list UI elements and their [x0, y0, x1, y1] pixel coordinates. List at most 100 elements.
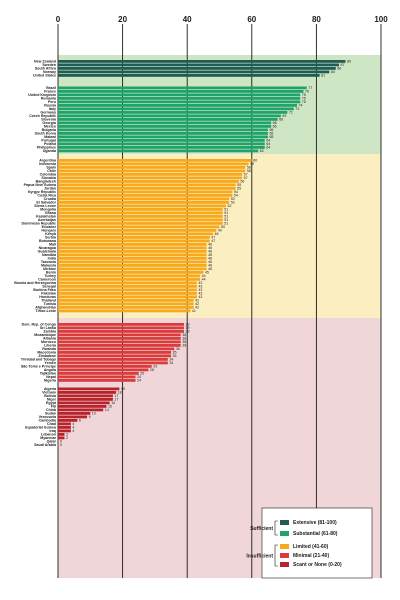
- label-bangladesh: Bangladesh: [36, 180, 56, 184]
- label-pakistan: Pakistan: [41, 292, 56, 296]
- label-saudi-arabia: Saudi Arabia: [34, 443, 57, 447]
- bar-south-korea: [58, 132, 268, 135]
- value-jordan: 55: [237, 187, 241, 191]
- label-slovakia: Slovakia: [41, 176, 57, 180]
- label-burkina-faso: Burkina Faso: [33, 288, 57, 292]
- value-afghanistan: 42: [195, 306, 199, 310]
- label-myanmar: Myanmar: [40, 436, 56, 440]
- bar-dominican-republic: [58, 222, 223, 225]
- value-ghana: 51: [224, 211, 228, 215]
- label-niger: Niger: [47, 398, 57, 402]
- label-papua-new-guinea: Papua New Guinea: [24, 183, 57, 187]
- label-sao-tome-e-principe: São Tomé e Príncipe: [21, 365, 56, 369]
- value-benin: 45: [205, 271, 209, 275]
- legend-bracket-sufficient: [274, 520, 278, 536]
- label-united-states: United States: [33, 74, 56, 78]
- value-tunisia: 42: [195, 302, 199, 306]
- label-colombia: Colombia: [40, 173, 57, 177]
- label-guatemala: Guatemala: [38, 250, 57, 254]
- label-nicaragua: Nicaragua: [39, 246, 57, 250]
- label-kazakhstan: Kazakhstan: [36, 215, 56, 219]
- legend-label-extensive-81-100: Extensive (81-100): [293, 520, 337, 526]
- bar-macedonia: [58, 351, 172, 354]
- bar-angola: [58, 368, 149, 372]
- label-czech-republic: Czech Republic: [29, 114, 56, 118]
- bar-vietnam: [58, 391, 117, 394]
- label-nigeria: Nigeria: [44, 379, 57, 383]
- bar-azerbaijan: [58, 218, 223, 222]
- value-labels: 8987868481777675757574737169686666656565…: [60, 60, 351, 448]
- bar-jordan: [58, 187, 236, 190]
- bar-mongolia: [58, 208, 223, 211]
- value-kenya: 48: [215, 232, 219, 236]
- label-georgia: Georgia: [42, 121, 57, 125]
- bar-namibia: [58, 253, 207, 257]
- value-egypt: 16: [111, 401, 115, 405]
- label-venezuela: Venezuela: [39, 415, 57, 419]
- value-germany: 71: [289, 111, 293, 115]
- value-dominican-republic: 51: [224, 222, 228, 226]
- bar-afghanistan: [58, 306, 194, 309]
- label-azerbaijan: Azerbaijan: [38, 218, 56, 222]
- legend-label-limited-41-60: Limited (41-60): [293, 544, 329, 550]
- label-tunisia: Tunisia: [44, 302, 57, 306]
- label-china: China: [46, 408, 57, 412]
- bar-lebanon: [58, 433, 65, 436]
- bar-cameroon: [58, 278, 201, 281]
- label-afghanistan: Afghanistan: [35, 306, 56, 310]
- bar-bulgaria: [58, 128, 268, 132]
- value-united-kingdom: 75: [302, 93, 306, 97]
- label-fiji: Fiji: [51, 405, 56, 409]
- legend-bracket-insufficient: [274, 544, 278, 567]
- bar-united-states: [58, 74, 320, 77]
- bar-sri-lanka: [58, 326, 184, 330]
- value-china: 14: [105, 408, 109, 412]
- x-axis-ticks: 0 20 40 60 80 100: [56, 15, 388, 24]
- bar-france: [58, 90, 304, 93]
- label-botswana: Botswana: [39, 239, 57, 243]
- label-dem-rep-of-congo: Dem. Rep. of Congo: [22, 323, 57, 327]
- bar-thailand: [58, 299, 194, 302]
- bar-rwanda: [58, 347, 175, 351]
- value-bosnia-and-herzegovina: 43: [198, 281, 202, 285]
- label-equatorial-guinea: Equatorial Guinea: [25, 426, 57, 430]
- label-costa-rica: Costa Rica: [37, 194, 57, 198]
- value-dem-rep-of-congo: 39: [185, 323, 189, 327]
- bar-bosnia-and-herzegovina: [58, 281, 197, 285]
- value-lebanon: 2: [66, 433, 68, 437]
- value-cambodia: 6: [79, 419, 81, 423]
- label-qatar: Qatar: [47, 440, 57, 444]
- value-hungary: 49: [218, 229, 222, 233]
- label-bosnia-and-herzegovina: Bosnia and Herzegovina: [14, 281, 57, 285]
- value-iraq: 4: [72, 429, 74, 433]
- value-costa-rica: 54: [234, 194, 238, 198]
- value-mongolia: 51: [224, 208, 228, 212]
- bar-south-africa: [58, 67, 336, 70]
- value-ukraine: 46: [208, 267, 212, 271]
- label-indonesia: Indonesia: [39, 162, 57, 166]
- bar-morocco: [58, 340, 181, 344]
- value-timor-leste: 41: [192, 309, 196, 313]
- value-guatemala: 46: [208, 250, 212, 254]
- value-papua-new-guinea: 55: [237, 183, 241, 187]
- bar-colombia: [58, 173, 243, 176]
- label-thailand: Thailand: [41, 299, 56, 303]
- value-serbia: 47: [211, 236, 215, 240]
- legend-group-insufficient: Insufficient: [246, 554, 273, 560]
- bar-malawi: [58, 135, 268, 139]
- label-mali: Mali: [49, 243, 56, 247]
- value-bolivia: 17: [114, 394, 118, 398]
- bar-mozambique: [58, 333, 181, 337]
- bar-papua-new-guinea: [58, 183, 236, 187]
- label-macedonia: Macedonia: [37, 351, 57, 355]
- label-sweden: Sweden: [42, 63, 56, 67]
- bar-italy: [58, 107, 294, 111]
- x-tick-80: 80: [312, 15, 321, 24]
- bar-czech-republic: [58, 114, 281, 118]
- value-poland: 64: [266, 142, 270, 146]
- label-algeria: Algeria: [44, 387, 57, 391]
- x-tick-20: 20: [118, 15, 127, 24]
- x-tick-40: 40: [183, 15, 192, 24]
- bar-brazil: [58, 86, 307, 90]
